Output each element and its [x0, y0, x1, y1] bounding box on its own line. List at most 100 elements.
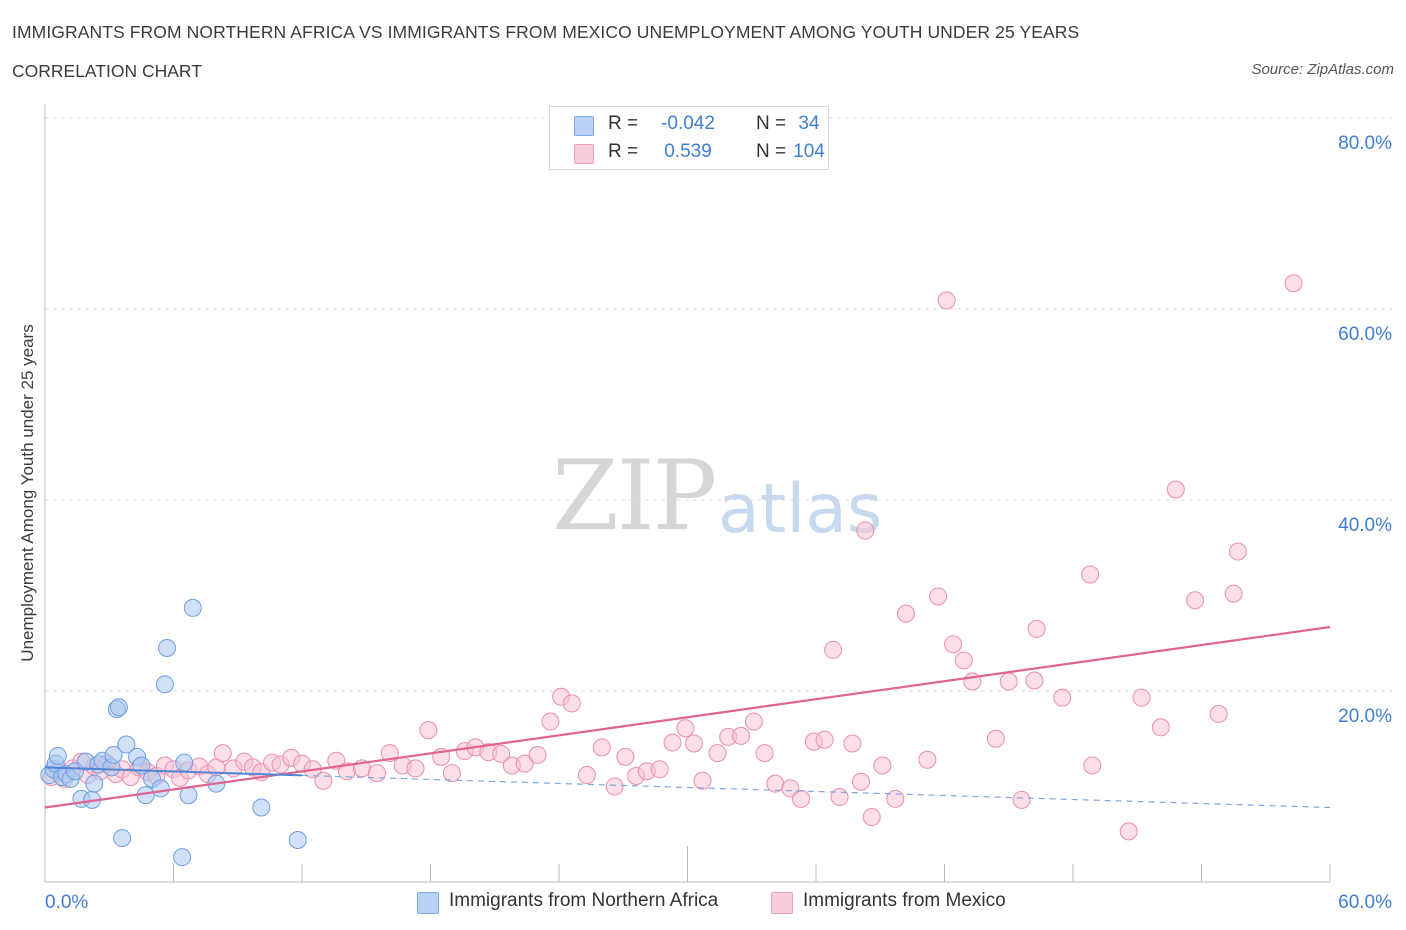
data-point-mexico	[562, 694, 581, 713]
data-point-mexico	[732, 726, 751, 745]
data-point-northern-africa	[109, 698, 128, 717]
legend-r-value: 0.539	[664, 141, 712, 162]
bottom-legend-label: Immigrants from Mexico	[803, 890, 1006, 911]
data-point-northern-africa	[117, 735, 136, 754]
data-point-mexico	[856, 521, 875, 540]
y-tick-label: 40.0%	[1338, 515, 1392, 536]
x-tick-label: 0.0%	[45, 892, 88, 913]
legend-n-label: N =	[756, 113, 787, 134]
trendline-northern-africa-extension	[301, 774, 1331, 809]
data-point-mexico	[1151, 718, 1170, 737]
data-point-mexico	[663, 733, 682, 752]
watermark-atlas: atlas	[718, 470, 883, 549]
data-point-mexico	[492, 745, 511, 764]
data-point-mexico	[1012, 790, 1031, 809]
chart-title: IMMIGRANTS FROM NORTHERN AFRICA VS IMMIG…	[12, 22, 1080, 42]
data-point-mexico	[676, 719, 695, 738]
data-point-mexico	[577, 766, 596, 785]
data-point-northern-africa	[113, 829, 132, 848]
data-point-mexico	[515, 754, 534, 773]
data-point-mexico	[442, 764, 461, 783]
data-point-mexico	[918, 750, 937, 769]
data-point-mexico	[1224, 584, 1243, 603]
data-point-mexico	[650, 760, 669, 779]
data-point-mexico	[380, 744, 399, 763]
y-tick-label: 20.0%	[1338, 706, 1392, 727]
data-point-mexico	[886, 789, 905, 808]
data-point-mexico	[541, 712, 560, 731]
legend-r-label: R =	[608, 141, 639, 162]
data-point-mexico	[1053, 688, 1072, 707]
data-point-mexico	[944, 635, 963, 654]
data-point-mexico	[684, 734, 703, 753]
data-point-mexico	[1132, 688, 1151, 707]
x-tick-label: 60.0%	[1338, 892, 1392, 913]
data-point-northern-africa	[48, 746, 67, 765]
data-point-mexico	[954, 651, 973, 670]
data-point-mexico	[851, 772, 870, 791]
y-tick-label: 80.0%	[1338, 133, 1392, 154]
data-point-northern-africa	[151, 779, 170, 798]
legend-swatch-mexico	[574, 144, 594, 164]
data-point-northern-africa	[85, 774, 104, 793]
data-point-mexico	[314, 771, 333, 790]
data-point-mexico	[873, 756, 892, 775]
correlation-legend: R = -0.042 N = 34 R = 0.539 N = 104	[549, 106, 829, 170]
legend-n-value: 104	[793, 141, 825, 162]
data-point-northern-africa	[158, 639, 177, 658]
data-point-mexico	[1284, 274, 1303, 293]
data-point-mexico	[1081, 565, 1100, 584]
data-point-mexico	[815, 730, 834, 749]
bottom-legend-swatch-mexico	[771, 892, 793, 914]
data-point-mexico	[367, 764, 386, 783]
chart-subtitle: CORRELATION CHART	[12, 61, 202, 81]
data-point-mexico	[605, 777, 624, 796]
data-point-mexico	[937, 291, 956, 310]
trendline-mexico	[44, 625, 1331, 809]
data-point-mexico	[824, 640, 843, 659]
data-point-mexico	[616, 747, 635, 766]
source-label: Source: ZipAtlas.com	[1251, 61, 1394, 78]
data-point-northern-africa	[104, 745, 123, 764]
legend-n-label: N =	[756, 141, 787, 162]
data-point-mexico	[843, 734, 862, 753]
legend-r-value: -0.042	[661, 113, 715, 134]
data-point-mexico	[1119, 822, 1138, 841]
data-point-northern-africa	[183, 598, 202, 617]
data-point-mexico	[406, 759, 425, 778]
data-point-mexico	[986, 729, 1005, 748]
y-tick-label: 60.0%	[1338, 324, 1392, 345]
legend-swatch-northern-africa	[574, 116, 594, 136]
data-point-mexico	[744, 712, 763, 731]
data-point-northern-africa	[155, 675, 174, 694]
data-point-mexico	[1166, 480, 1185, 499]
data-point-mexico	[419, 721, 438, 740]
data-point-mexico	[708, 744, 727, 763]
data-point-mexico	[213, 744, 232, 763]
bottom-legend-label: Immigrants from Northern Africa	[449, 890, 719, 911]
watermark-zip: ZIP	[552, 440, 717, 552]
data-point-mexico	[1027, 619, 1046, 638]
trendline-northern-africa	[44, 766, 303, 777]
data-point-northern-africa	[173, 848, 192, 867]
data-point-mexico	[999, 672, 1018, 691]
data-point-mexico	[592, 738, 611, 757]
data-point-mexico	[528, 745, 547, 764]
data-point-mexico	[1025, 671, 1044, 690]
data-point-mexico	[896, 604, 915, 623]
data-point-mexico	[792, 789, 811, 808]
data-point-mexico	[830, 788, 849, 807]
bottom-legend-swatch-northern-africa	[417, 892, 439, 914]
data-point-northern-africa	[252, 798, 271, 817]
data-point-northern-africa	[288, 830, 307, 849]
data-point-mexico	[862, 808, 881, 827]
data-point-northern-africa	[175, 753, 194, 772]
data-point-mexico	[693, 771, 712, 790]
legend-r-label: R =	[608, 113, 639, 134]
data-point-mexico	[1083, 756, 1102, 775]
data-point-mexico	[929, 587, 948, 606]
legend-n-value: 34	[798, 113, 820, 134]
data-point-mexico	[1186, 591, 1205, 610]
y-axis-label: Unemployment Among Youth under 25 years	[18, 324, 37, 662]
